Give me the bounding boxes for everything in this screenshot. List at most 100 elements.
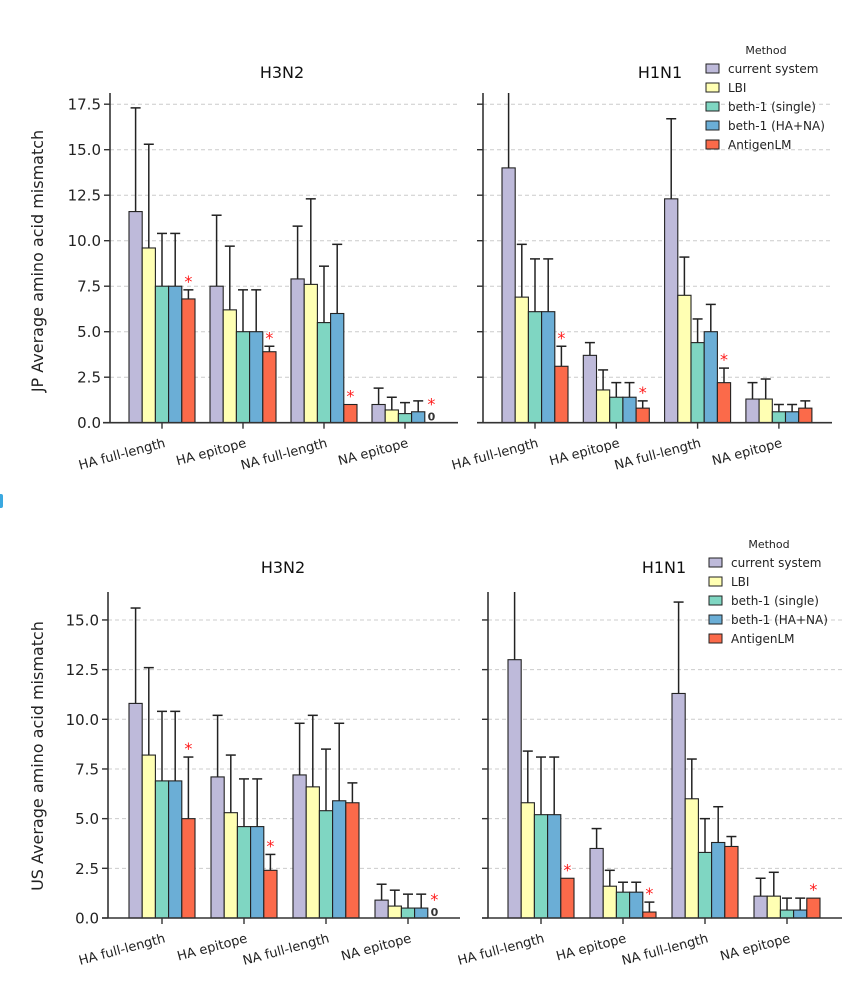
bar (629, 891, 644, 919)
title-us-h3n2: H3N2 (261, 558, 305, 577)
bar (527, 311, 543, 424)
significance-star: * (430, 890, 438, 909)
x-tick-label: NA full-length (239, 436, 329, 474)
legend: Method current system LBI beth-1 (single) be… (708, 538, 828, 646)
bar (316, 322, 332, 424)
x-tick-label: NA full-length (620, 931, 710, 969)
bar (305, 786, 320, 919)
significance-star: * (557, 328, 565, 347)
bar (806, 897, 821, 919)
legend-label: AntigenLM (731, 632, 795, 646)
legend-title: Method (745, 44, 786, 57)
bar (168, 285, 183, 424)
y-tick-label: 5.0 (77, 323, 101, 341)
edge-marker (0, 494, 3, 508)
legend-label: current system (731, 556, 822, 570)
bar (677, 294, 692, 424)
bar (292, 774, 307, 919)
bar (779, 909, 795, 919)
bar (128, 702, 143, 919)
bar (318, 810, 334, 919)
y-tick-label: 15.0 (68, 141, 101, 159)
significance-star: * (720, 350, 728, 369)
bar (724, 845, 739, 919)
bar (249, 331, 264, 424)
bar (541, 311, 556, 424)
bar (793, 909, 808, 919)
bars-group (507, 592, 821, 919)
legend-label: beth-1 (single) (731, 594, 819, 608)
bar (589, 847, 604, 919)
x-tick-label: NA epitope (337, 436, 410, 469)
bar (753, 895, 768, 919)
y-tick-label: 10.0 (66, 711, 99, 729)
legend-swatch (705, 101, 720, 112)
bar (330, 312, 345, 424)
zero-label: 0 (431, 906, 439, 919)
plots: 0.0 2.5 5.0 7.5 10.0 12.5 15.0 17.5 HA full-leng… (66, 44, 842, 969)
bar (533, 814, 549, 919)
bar (690, 342, 705, 424)
y-tick-label: 12.5 (68, 187, 101, 205)
bar (210, 776, 225, 919)
bar (547, 814, 562, 919)
y-tick-label: 0.0 (77, 414, 101, 432)
bar (784, 411, 800, 424)
bar (223, 812, 238, 919)
x-tick-label: NA full-length (613, 436, 703, 474)
significance-star: * (265, 328, 273, 347)
x-tick-label: NA epitope (711, 436, 784, 469)
bar (262, 351, 277, 424)
ylabel-jp: JP Average amino acid mismatch (28, 130, 47, 393)
significance-star: * (184, 739, 192, 758)
bar (520, 802, 535, 919)
y-tick-label: 5.0 (75, 810, 99, 828)
bar (374, 899, 389, 919)
bar (609, 396, 624, 424)
bar (622, 396, 637, 424)
legend-swatch (705, 63, 720, 74)
x-tick-label: HA full-length (450, 436, 540, 474)
ylabel-us: US Average amino acid mismatch (28, 621, 47, 891)
significance-star: * (639, 383, 647, 402)
bar (263, 869, 278, 919)
bar (703, 331, 718, 424)
title-us-h1n1: H1N1 (642, 558, 686, 577)
bar (222, 309, 237, 424)
legend-label: LBI (731, 575, 749, 589)
x-tick-label: NA full-length (241, 931, 331, 969)
bar (345, 802, 360, 919)
x-tick-label: NA epitope (340, 931, 413, 964)
panel-2: 0.0 2.5 5.0 7.5 10.0 12.5 15.0 HA full-length HA… (66, 592, 460, 969)
bar (697, 851, 713, 919)
bar (595, 389, 611, 424)
bar (758, 398, 773, 424)
bar (414, 907, 429, 919)
y-tick-label: 7.5 (75, 760, 99, 778)
x-tick-label: HA epitope (176, 931, 249, 964)
legend-label: beth-1 (HA+NA) (728, 119, 825, 133)
bar (514, 296, 529, 424)
y-tick-label: 17.5 (68, 96, 101, 114)
legend-swatch (708, 633, 723, 644)
bar (236, 826, 252, 919)
bar (766, 895, 781, 919)
bar (154, 285, 170, 424)
bar (168, 780, 183, 919)
x-tick-label: HA full-length (77, 436, 167, 474)
bar (397, 413, 413, 424)
significance-star: * (809, 880, 817, 899)
significance-star: * (184, 272, 192, 291)
bar (332, 800, 347, 919)
significance-star: * (346, 387, 354, 406)
bar (400, 907, 416, 919)
bar (235, 331, 251, 424)
y-tick-label: 7.5 (77, 278, 101, 296)
bars-group (501, 93, 813, 424)
bars-group (128, 607, 429, 919)
bar (141, 754, 156, 919)
y-tick-label: 2.5 (77, 369, 101, 387)
bar (290, 278, 305, 424)
y-tick-label: 2.5 (75, 860, 99, 878)
